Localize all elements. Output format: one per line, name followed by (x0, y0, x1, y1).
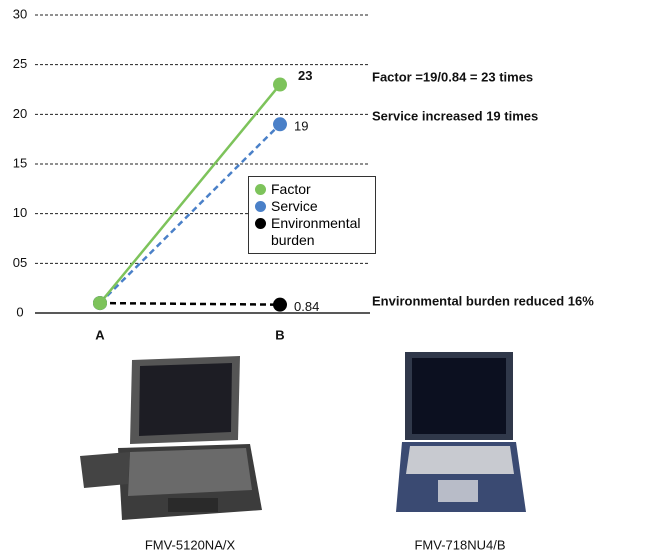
data-label: 23 (298, 68, 312, 83)
legend-swatch (255, 218, 266, 229)
legend-item: Factor (255, 181, 369, 198)
y-tick-label: 20 (13, 106, 27, 121)
data-label: 19 (294, 119, 308, 134)
series-line (100, 303, 280, 305)
y-tick-label: 05 (13, 255, 27, 270)
laptop-photo-1 (80, 356, 262, 520)
annotation: Factor =19/0.84 = 23 times (372, 69, 533, 84)
annotation: Service increased 19 times (372, 108, 538, 123)
data-label: 0.84 (294, 299, 319, 314)
legend-label: Factor (271, 181, 311, 198)
legend-item: Environmental burden (255, 215, 369, 249)
legend-swatch (255, 201, 266, 212)
y-tick-label: 15 (13, 155, 27, 170)
legend-label: Service (271, 198, 318, 215)
data-point (273, 117, 287, 131)
chart: FMV-5120NA/X FMV-718NU4/B 0 05 10 15 20 25 30 A… (0, 0, 648, 558)
x-tick-label: B (275, 327, 284, 342)
laptop-photo-2 (396, 352, 526, 512)
y-tick-label: 30 (13, 6, 27, 21)
data-point (273, 298, 287, 312)
y-tick-label: 25 (13, 56, 27, 71)
legend-swatch (255, 184, 266, 195)
data-point (93, 296, 107, 310)
annotation: Environmental burden reduced 16% (372, 293, 594, 308)
legend-label: Environmental burden (271, 215, 369, 249)
x-tick-label: A (95, 327, 105, 342)
y-tick-label: 10 (13, 205, 27, 220)
photo-caption: FMV-718NU4/B (414, 537, 505, 552)
legend-item: Service (255, 198, 369, 215)
page: FMV-5120NA/X FMV-718NU4/B 0 05 10 15 20 25 30 A… (0, 0, 648, 558)
data-point (273, 78, 287, 92)
y-tick-label: 0 (16, 304, 23, 319)
photo-caption: FMV-5120NA/X (145, 537, 236, 552)
